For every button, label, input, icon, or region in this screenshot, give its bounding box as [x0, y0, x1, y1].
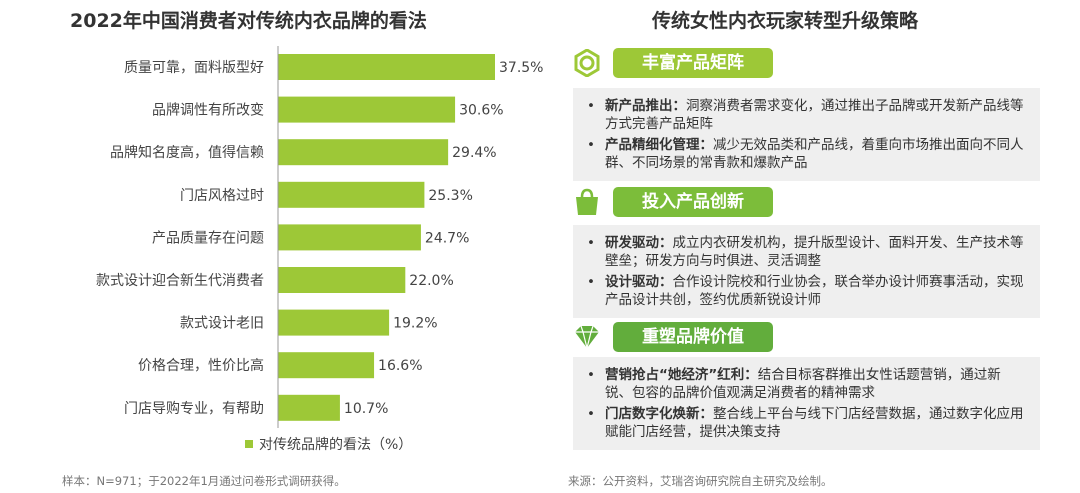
bar [278, 54, 495, 80]
bullet-text: 洞察消费者需求变化，通过推出子品牌或开发新产品线等方式完善产品矩阵 [605, 98, 1024, 132]
bar [278, 224, 421, 251]
bullet-item: 门店数字化焕新：整合线上平台与线下门店经营数据，通过数字化应用赋能门店经营，提供… [573, 405, 1040, 441]
category-label: 价格合理，性价比高 [138, 357, 264, 374]
bullet-heading: 产品精细化管理： [605, 137, 713, 153]
bullet-text: 成立内衣研发机构，提升版型设计、面料开发、生产技术等壁垒；研发方向与时俱进、灵活… [605, 235, 1024, 269]
bullet-item: 设计驱动：合作设计院校和行业协会，联合举办设计师赛事活动，实现产品设计共创，签约… [573, 273, 1040, 309]
bullet-heading: 研发驱动： [605, 235, 673, 251]
bullet-heading: 设计驱动： [605, 274, 673, 290]
hexagon-ring-icon [573, 48, 601, 78]
category-label: 质量可靠，面料版型好 [124, 60, 264, 76]
bullet-text: 整合线上平台与线下门店经营数据，通过数字化应用赋能门店经营，提供决策支持 [605, 406, 1024, 440]
section-box: 研发驱动：成立内衣研发机构，提升版型设计、面料开发、生产技术等壁垒；研发方向与时… [573, 225, 1040, 318]
category-label: 款式设计迎合新生代消费者 [96, 273, 264, 289]
shopping-bag-icon [573, 188, 601, 216]
section-box: 营销抢占“她经济”红利：结合目标客群推出女性话题营销，通过新锐、包容的品牌价值观… [573, 357, 1040, 450]
section-box: 新产品推出：洞察消费者需求变化，通过推出子品牌或开发新产品线等方式完善产品矩阵产… [573, 88, 1040, 181]
bar-chart: 质量可靠，面料版型好 37.5% 品牌调性有所改变 30.6% 品牌知名度高，值得信赖 2… [96, 46, 543, 453]
category-label: 品牌知名度高，值得信赖 [110, 144, 264, 161]
bar [278, 352, 375, 379]
category-label: 品牌调性有所改变 [152, 102, 264, 119]
chart-title: 2022年中国消费者对传统内衣品牌的看法 [70, 10, 427, 32]
bar [278, 309, 390, 336]
bullet-item: 研发驱动：成立内衣研发机构，提升版型设计、面料开发、生产技术等壁垒；研发方向与时… [573, 234, 1040, 270]
section-header: 投入产品创新 [613, 187, 773, 217]
bullet-heading: 门店数字化焕新： [605, 406, 713, 422]
value-label: 19.2% [393, 316, 437, 332]
footer-source-note: 来源：公开资料，艾瑞咨询研究院自主研究及绘制。 [568, 474, 833, 488]
bar [278, 267, 406, 293]
category-label: 款式设计老旧 [180, 316, 264, 332]
value-label: 22.0% [409, 273, 453, 289]
value-label: 30.6% [459, 103, 503, 119]
bullet-item: 营销抢占“她经济”红利：结合目标客群推出女性话题营销，通过新锐、包容的品牌价值观… [573, 366, 1040, 402]
bullet-heading: 营销抢占“她经济”红利： [605, 367, 758, 383]
section-header: 丰富产品矩阵 [613, 48, 773, 78]
strategy-title: 传统女性内衣玩家转型升级策略 [652, 10, 919, 32]
value-label: 25.3% [428, 188, 472, 204]
value-label: 37.5% [499, 60, 543, 76]
bullet-text: 减少无效品类和产品线，着重向市场推出面向不同人群、不同场景的常青款和爆款产品 [605, 137, 1024, 171]
category-label: 产品质量存在问题 [152, 230, 264, 246]
value-label: 24.7% [425, 230, 469, 246]
value-label: 10.7% [344, 401, 388, 417]
category-label: 门店风格过时 [180, 188, 264, 204]
footer-sample-note: 样本：N=971；于2022年1月通过问卷形式调研获得。 [62, 474, 346, 488]
section-header: 重塑品牌价值 [613, 322, 773, 352]
value-label: 29.4% [452, 145, 496, 161]
diamond-icon [573, 323, 601, 351]
bullet-heading: 新产品推出： [605, 98, 686, 114]
bar [278, 139, 449, 166]
legend-label: 对传统品牌的看法（%） [259, 436, 412, 453]
bullet-text: 结合目标客群推出女性话题营销，通过新锐、包容的品牌价值观满足消费者的精神需求 [605, 367, 1001, 401]
bullet-text: 合作设计院校和行业协会，联合举办设计师赛事活动，实现产品设计共创，签约优质新锐设… [605, 274, 1024, 308]
legend-swatch [245, 440, 253, 448]
value-label: 16.6% [378, 358, 422, 374]
bullet-item: 新产品推出：洞察消费者需求变化，通过推出子品牌或开发新产品线等方式完善产品矩阵 [573, 97, 1040, 133]
bar [278, 181, 425, 208]
bar [278, 96, 456, 123]
bar [278, 394, 340, 421]
category-label: 门店导购专业，有帮助 [124, 401, 264, 417]
bullet-item: 产品精细化管理：减少无效品类和产品线，着重向市场推出面向不同人群、不同场景的常青… [573, 136, 1040, 172]
